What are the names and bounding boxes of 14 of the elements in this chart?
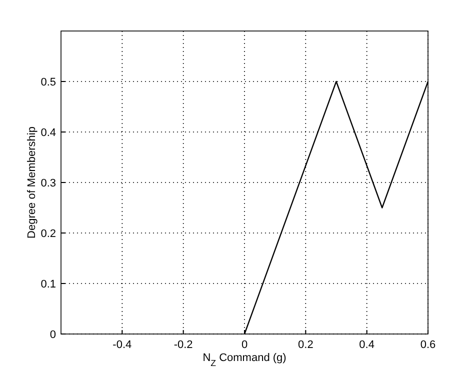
y-axis-title: Degree of Membership bbox=[26, 126, 38, 238]
x-tick-label: -0.4 bbox=[112, 339, 132, 351]
y-tick-label: 0.1 bbox=[40, 278, 56, 290]
x-tick-label: 0.6 bbox=[420, 339, 436, 351]
x-tick-label: 0.2 bbox=[298, 339, 314, 351]
x-tick-label: 0.4 bbox=[359, 339, 374, 351]
y-tick-label: 0.3 bbox=[40, 178, 56, 190]
y-tick-label: 0.2 bbox=[40, 228, 56, 240]
y-tick-label: 0.5 bbox=[40, 76, 56, 88]
x-axis-title: N$_{Z}$ Command (g) bbox=[202, 352, 286, 368]
y-tick-label: 0.4 bbox=[40, 127, 56, 139]
y-tick-label: 0 bbox=[50, 329, 56, 341]
x-tick-label: -0.2 bbox=[174, 339, 193, 351]
x-tick-label: 0 bbox=[241, 339, 248, 351]
